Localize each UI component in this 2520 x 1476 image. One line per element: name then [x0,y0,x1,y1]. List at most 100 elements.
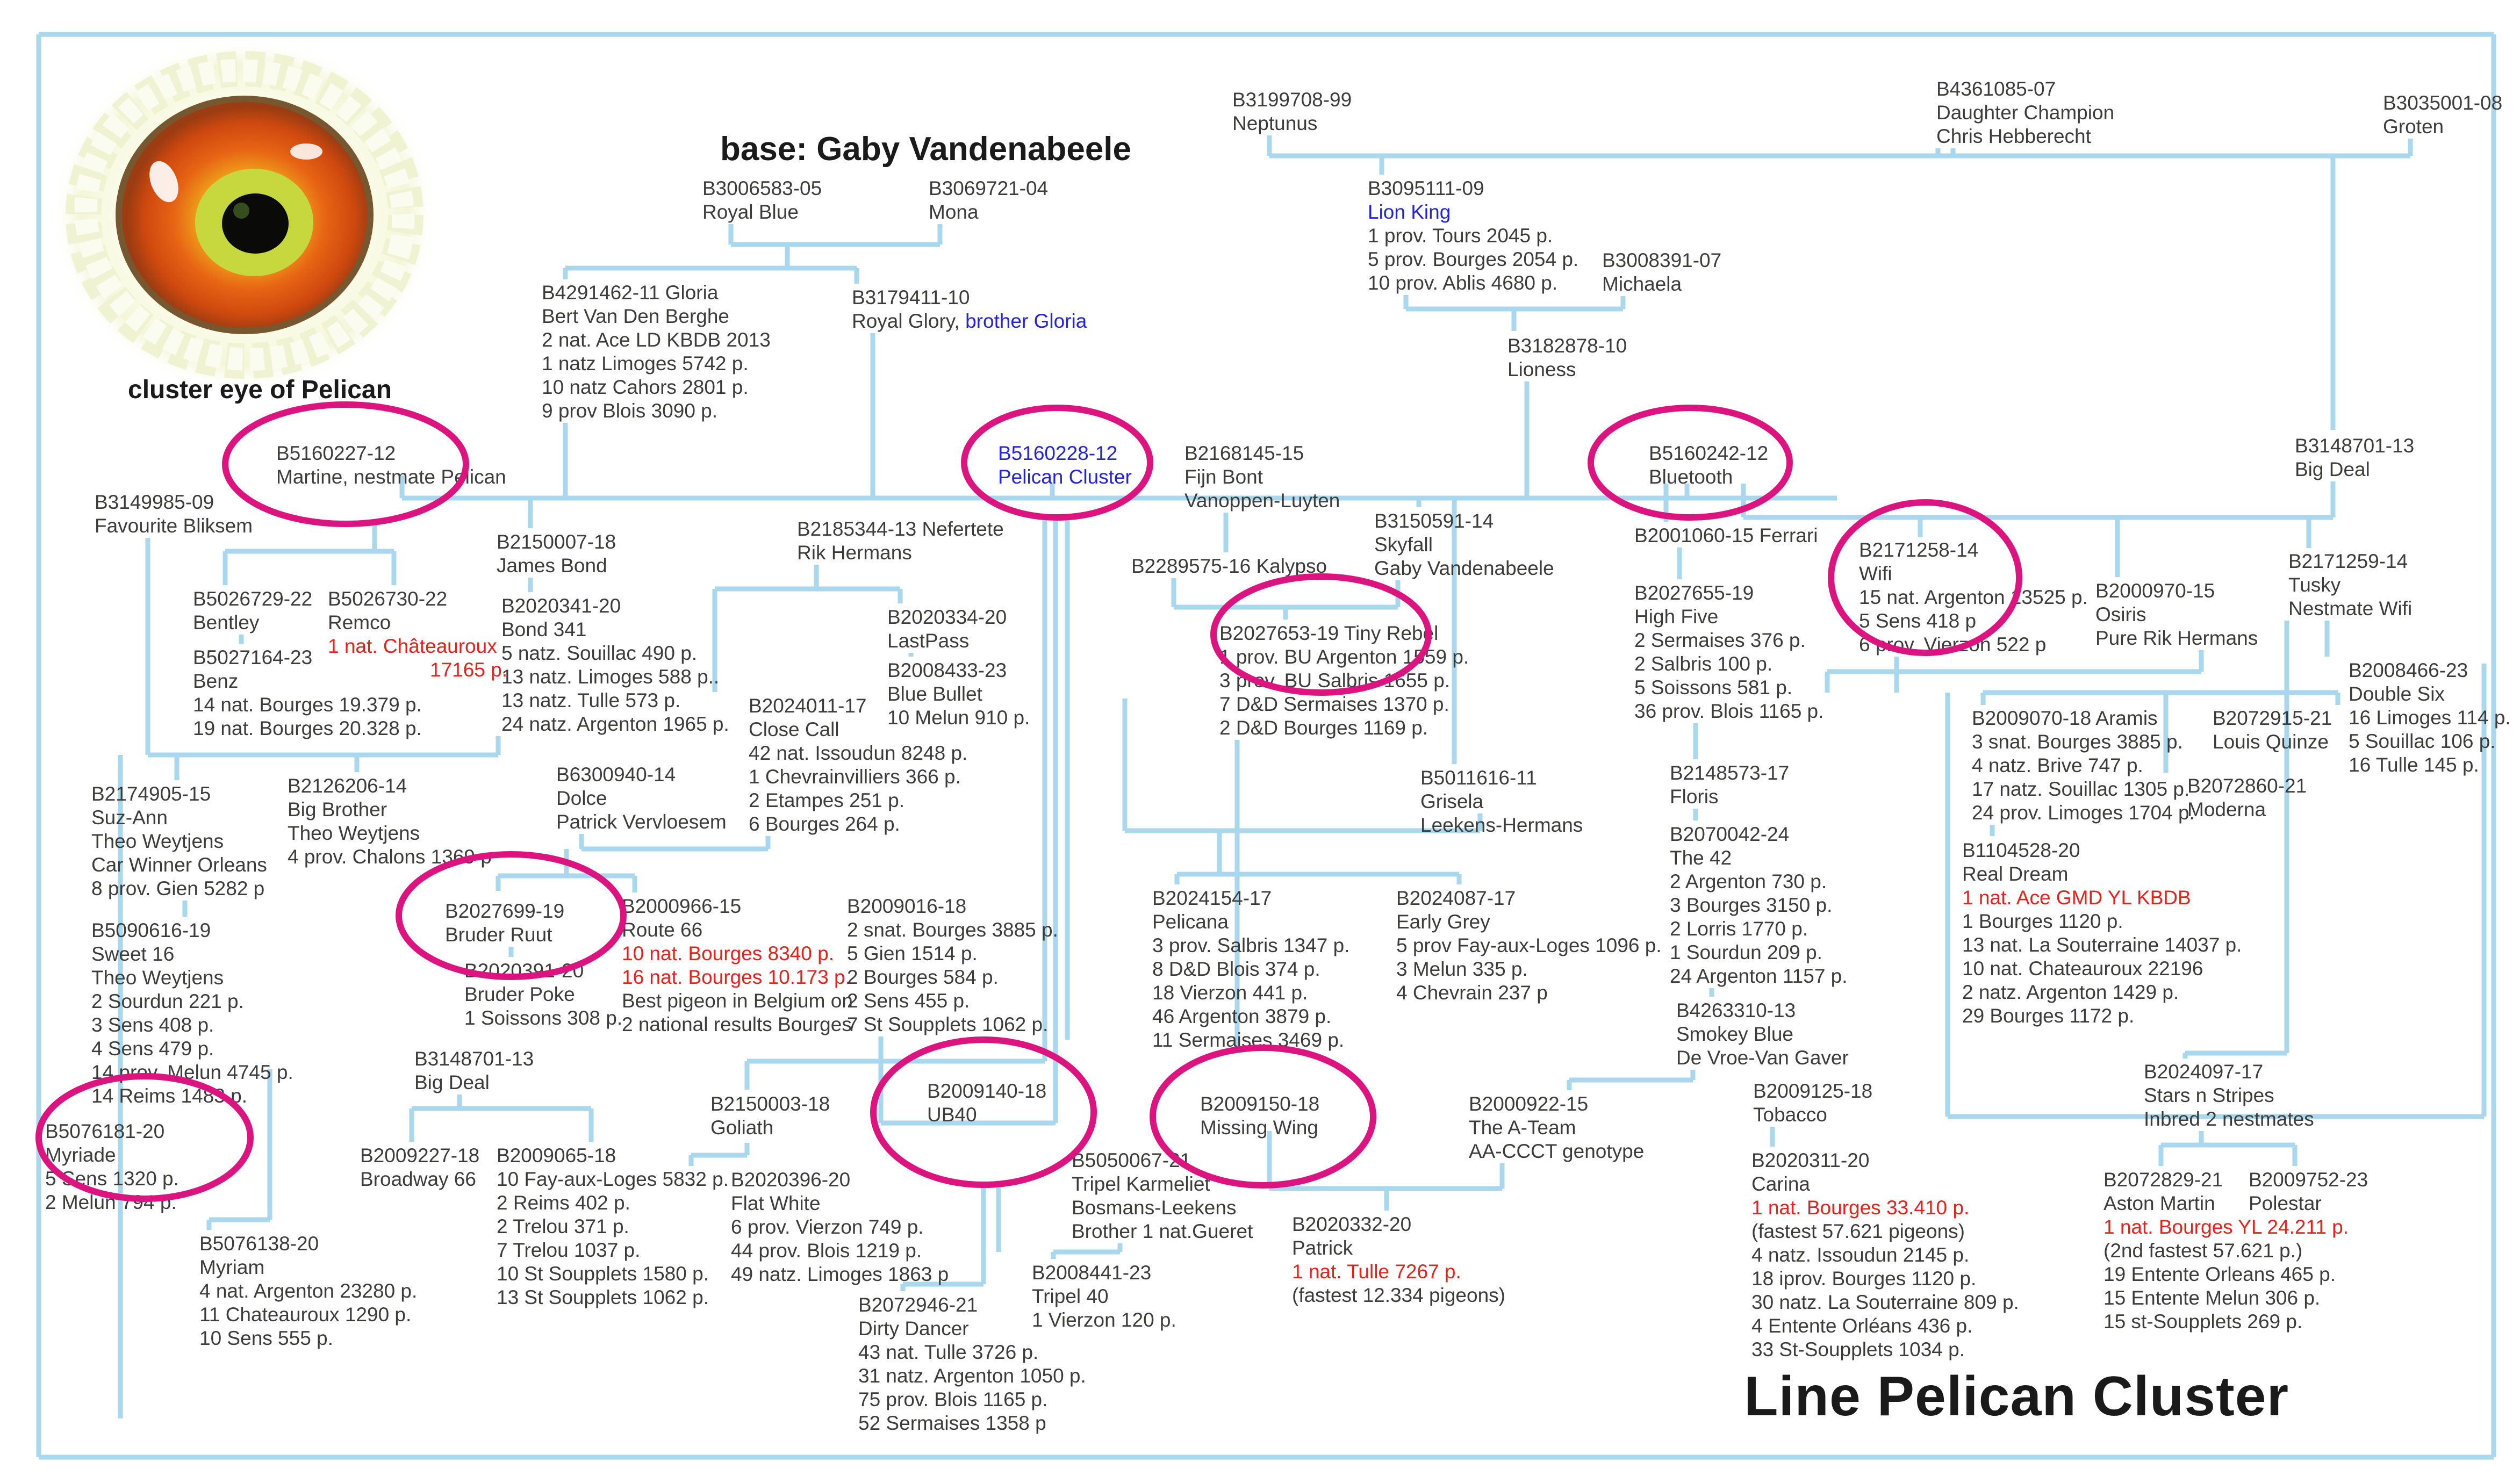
node-line: 2 Sermaises 376 p. [1634,629,1806,651]
node-line: B2000922-15 [1469,1093,1589,1115]
node-line: 16 Limoges 114 p. [2349,707,2511,729]
node-mona: B3069721-04 Mona [929,177,1048,224]
node-line: B3199708-99 [1232,89,1352,111]
node-line: Theo Weytjens [91,967,224,989]
node-line: Bruder Ruut [445,924,552,946]
node-line: Tobacco [1753,1104,1827,1126]
node-line: Bruder Poke [464,983,575,1005]
node-bluetooth: B5160242-12 Bluetooth [1649,442,1768,489]
node-line: 1 Vierzon 120 p. [1032,1309,1176,1331]
node-line: 49 natz. Limoges 1863 p [731,1263,949,1285]
node-royal_glory: B3179411-10 Royal Glory, brother Gloria [852,286,1087,333]
node-pelicana: B2024154-17 Pelicana 3 prov. Salbris 1347 … [1152,887,1349,1052]
node-carina: B2020311-20 Carina 1 nat. Bourges 33.410 p… [1751,1149,2019,1362]
node-line: 24 natz. Argenton 1965 p. [501,713,729,735]
node-line: 4 natz. Issoudun 2145 p. [1751,1244,1970,1266]
node-blue_bullet: B2008433-23 Blue Bullet 10 Melun 910 p. [887,659,1030,730]
node-remco: B5026730-22 Remco 1 nat. Châteauroux 17165 … [328,587,507,682]
node-line: Bentley [193,611,260,633]
node-line: 1 nat. Ace GMD YL KBDB [1962,887,2191,909]
node-line: 1 prov. Tours 2045 p. [1368,225,1553,247]
node-line: 52 Sermaises 1358 p [858,1412,1046,1434]
node-line: Fijn Bont [1184,466,1263,488]
node-line: B2020334-20 [887,606,1007,628]
node-line: B2072860-21 [2187,775,2307,797]
node-line: B2150003-18 [710,1093,830,1115]
node-line: 14 prov. Melun 4745 p. [91,1061,293,1083]
node-line: 2 Reims 402 p. [497,1192,630,1214]
node-myriade: B5076181-20 Myriade 5 Sens 1320 p. 2 Melun … [45,1120,179,1214]
node-line: B2009150-18 [1200,1093,1320,1115]
node-line: Route 66 [622,919,703,941]
node-line: 10 Fay-aux-Loges 5832 p. [497,1168,729,1190]
node-line: B2009125-18 [1753,1080,1873,1102]
node-b2009065: B2009065-18 10 Fay-aux-Loges 5832 p. 2 Rei… [497,1144,729,1309]
node-line: 1 nat. Bourges YL 24.211 p. [2103,1216,2349,1238]
node-line: 5 Soissons 581 p. [1634,676,1793,699]
node-line: 7 Trelou 1037 p. [497,1239,641,1261]
node-line: Skyfall [1374,534,1433,556]
node-line: 2 Trelou 371 p. [497,1215,629,1237]
node-line: 4 Entente Orléans 436 p. [1751,1315,1973,1337]
node-line: Big Brother [288,798,387,820]
node-line: 6 Bourges 264 p. [749,813,900,835]
node-neptunus: B3199708-99 Neptunus [1232,88,1352,135]
node-line: De Vroe-Van Gaver [1676,1047,1849,1069]
node-line: 10 prov. Ablis 4680 p. [1368,272,1558,294]
node-line: The 42 [1670,847,1732,869]
node-line: Aston Martin [2103,1192,2215,1214]
node-line: B2072915-21 [2213,707,2332,729]
node-line: 2 Sourdun 221 p. [91,990,244,1012]
node-real_dream: B1104528-20 Real Dream 1 nat. Ace GMD YL K… [1962,839,2242,1028]
node-line: 10 Sens 555 p. [199,1327,333,1349]
node-aramis: B2009070-18 Aramis 3 snat. Bourges 3885 p… [1972,707,2195,825]
node-line: 18 Vierzon 441 p. [1152,982,1308,1004]
eye-highlight-2 [290,143,322,160]
node-line: Myriade [45,1144,116,1166]
node-line: 13 natz. Limoges 588 p.. [501,666,720,688]
node-line: 3 prov. Salbris 1347 p. [1152,934,1350,956]
node-line: B2008433-23 [887,659,1007,681]
node-line: 19 nat. Bourges 20.328 p. [193,717,422,739]
node-lioness: B3182878-10 Lioness [1507,334,1627,381]
node-line: Favourite Bliksem [95,515,253,537]
node-line: Royal Blue [702,201,799,223]
node-line: B2020396-20 [731,1169,851,1191]
node-tripel40: B2008441-23 Tripel 40 1 Vierzon 120 p. [1032,1261,1176,1332]
node-line: B3008391-07 [1602,249,1722,271]
node-tobacco: B2009125-18 Tobacco [1753,1079,1872,1127]
node-line: B2171259-14 [2288,550,2408,572]
node-early_grey: B2024087-17 Early Grey 5 prov Fay-aux-Loge… [1396,887,1662,1005]
node-line: LastPass [887,630,970,652]
node-line: B1104528-20 [1962,839,2080,861]
node-line: 6 prov. Vierzon 749 p. [731,1216,924,1238]
node-line: UB40 [927,1104,977,1126]
node-line: James Bond [497,555,607,577]
node-line: High Five [1634,606,1719,628]
node-line: 4 prov. Chalons 1369 p [288,846,492,868]
node-line: B5160228-12 [998,442,1118,464]
node-wifi: B2171258-14 Wifi 15 nat. Argenton 13525 p.… [1859,538,2088,657]
node-line: 11 Chateauroux 1290 p. [199,1304,412,1326]
node-line: Wifi [1859,563,1892,585]
node-line: B5076138-20 [199,1233,319,1255]
node-line: B2009227-18 [360,1144,480,1167]
node-line: 1 nat. Châteauroux [328,635,497,657]
node-groten: B3035001-08 Groten [2383,91,2502,139]
node-line: (2nd fastest 57.621 p.) [2103,1240,2303,1262]
node-line: B5076181-20 [45,1120,165,1142]
node-line: 2 Salbris 100 p. [1634,653,1773,675]
node-line: 10 St Soupplets 1580 p. [497,1263,709,1285]
tree-connectors [36,32,2496,1460]
node-line: B4263310-13 [1676,999,1796,1021]
node-a_team: B2000922-15 The A-Team AA-CCCT genotype [1469,1092,1644,1163]
node-line: 3 prov. BU Salbris 1655 p. [1219,669,1451,692]
node-line: 16 Tulle 145 p. [2349,754,2479,776]
node-line: Blue Bullet [887,683,982,705]
node-bond341: B2020341-20 Bond 341 5 natz. Souillac 490 … [501,594,729,736]
node-line: 9 prov Blois 3090 p. [542,400,718,422]
eye-highlight [149,161,178,203]
node-line: Smokey Blue [1676,1023,1793,1045]
node-ub40: B2009140-18 UB40 [927,1079,1046,1127]
node-line: Lion King [1368,201,1451,223]
